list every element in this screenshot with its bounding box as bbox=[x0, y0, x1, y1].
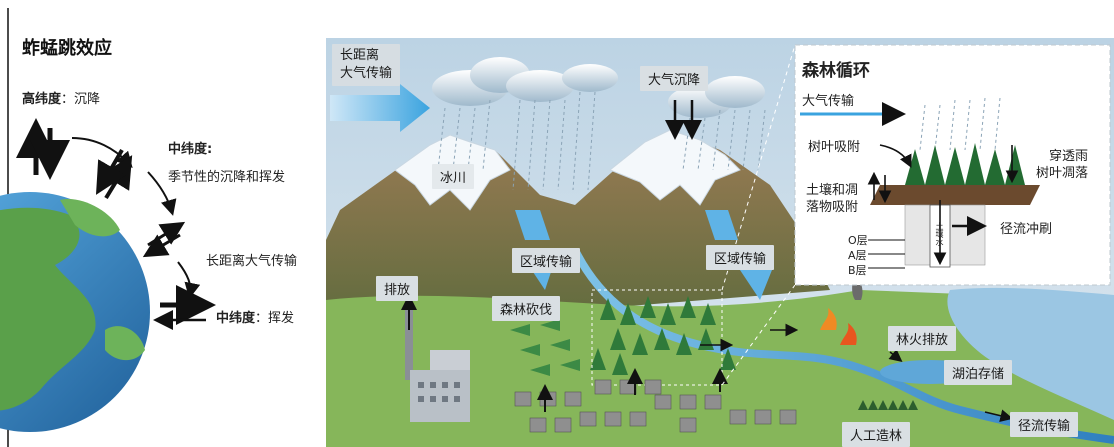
mid-latitude-volatilization-key: 中纬度 bbox=[216, 311, 256, 326]
forest-trees bbox=[590, 296, 736, 375]
long-range-transport-label: 长距离大气传输 bbox=[206, 254, 298, 269]
layer-a-label: A层 bbox=[848, 249, 867, 262]
long-range-arrow bbox=[330, 84, 430, 132]
earth-globe bbox=[0, 192, 150, 432]
long-range-line1: 长距离 bbox=[340, 48, 380, 63]
soil-water-column-label: 土壤水 bbox=[935, 222, 944, 246]
high-latitude-label: 高纬度：沉降 bbox=[22, 92, 101, 107]
long-range-atmos-transport-box: 长距离 大气传输 bbox=[332, 44, 401, 86]
inset-atmos-transport-label: 大气传输 bbox=[802, 94, 855, 109]
runoff-transport-label: 径流传输 bbox=[1010, 412, 1079, 437]
glacier-label: 冰川 bbox=[432, 164, 475, 189]
leaf-adsorption-label: 树叶吸附 bbox=[808, 140, 861, 155]
forest-cycle-inset bbox=[794, 44, 1111, 286]
regional-transport-label-1: 区域传输 bbox=[512, 248, 581, 273]
mid-latitude-seasonal-key: 中纬度: bbox=[168, 142, 213, 157]
deforestation-label: 森林砍伐 bbox=[492, 296, 561, 321]
runoff-scour-label: 径流冲刷 bbox=[1000, 222, 1053, 237]
layer-b-label: B层 bbox=[848, 264, 867, 277]
soil-adsorption-label: 土壤和凋 落物吸附 bbox=[806, 182, 858, 216]
throughfall-line2: 树叶凋落 bbox=[1036, 166, 1089, 181]
long-range-line2: 大气传输 bbox=[340, 66, 393, 81]
upward-small-arrows bbox=[537, 368, 728, 412]
high-latitude-value: 沉降 bbox=[74, 92, 101, 107]
grasshopper-effect-title: 蚱蜢跳效应 bbox=[22, 38, 112, 59]
mid-latitude-seasonal-value: 季节性的沉降和挥发 bbox=[168, 170, 286, 185]
forest-fire-emission-label: 林火排放 bbox=[888, 326, 957, 351]
high-latitude-key: 高纬度 bbox=[22, 92, 62, 107]
sea bbox=[947, 287, 1114, 420]
soil-line1: 土壤和凋 bbox=[806, 183, 859, 198]
mid-latitude-volatilization-value: 挥发 bbox=[268, 311, 295, 326]
plantation-label: 人工造林 bbox=[842, 422, 911, 447]
mid-latitude-volatilization-label: 中纬度：挥发 bbox=[216, 311, 295, 326]
throughfall-line1: 穿透雨 bbox=[1049, 149, 1089, 164]
river-arrows bbox=[700, 323, 1014, 422]
felled-trees bbox=[510, 319, 580, 376]
layer-o-label: O层 bbox=[848, 234, 868, 247]
factory bbox=[401, 294, 470, 422]
regional-transport-label-2: 区域传输 bbox=[706, 245, 775, 270]
throughfall-label: 穿透雨 树叶凋落 bbox=[1036, 148, 1088, 182]
forest-cycle-title: 森林循环 bbox=[802, 61, 870, 81]
left-arrows bbox=[15, 118, 216, 330]
deposition-arrows bbox=[665, 100, 702, 140]
emission-label: 排放 bbox=[376, 276, 419, 301]
lake-storage-label: 湖泊存储 bbox=[944, 360, 1013, 385]
soil-line2: 落物吸附 bbox=[806, 200, 859, 215]
atmos-deposition-label: 大气沉降 bbox=[640, 66, 709, 91]
plantation-trees bbox=[858, 400, 918, 410]
